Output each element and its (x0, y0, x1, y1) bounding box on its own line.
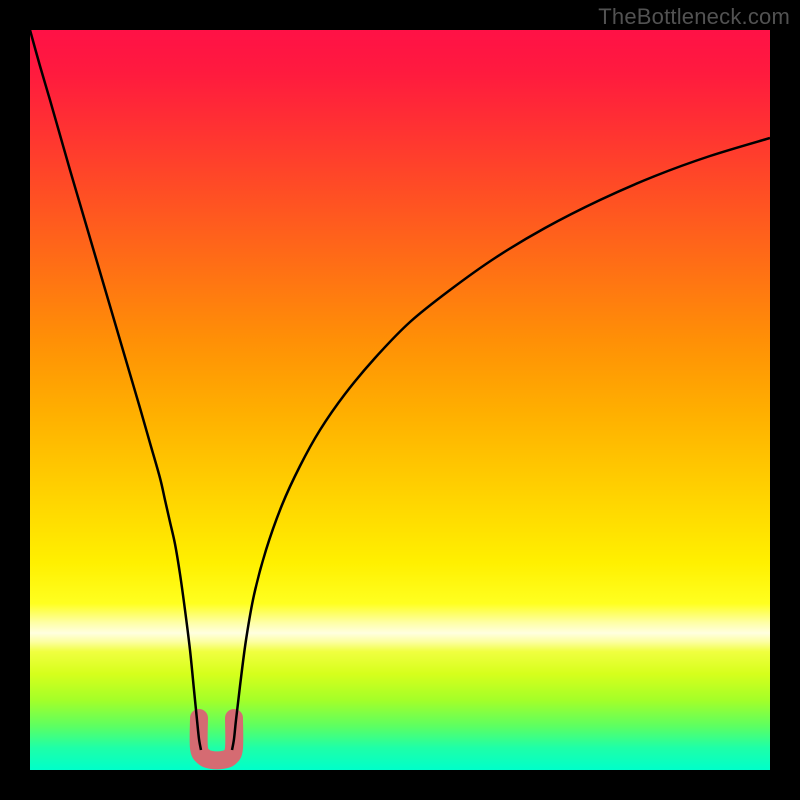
chart-container: TheBottleneck.com (0, 0, 800, 800)
watermark-label: TheBottleneck.com (598, 4, 790, 30)
chart-svg (0, 0, 800, 800)
plot-area (30, 30, 770, 770)
